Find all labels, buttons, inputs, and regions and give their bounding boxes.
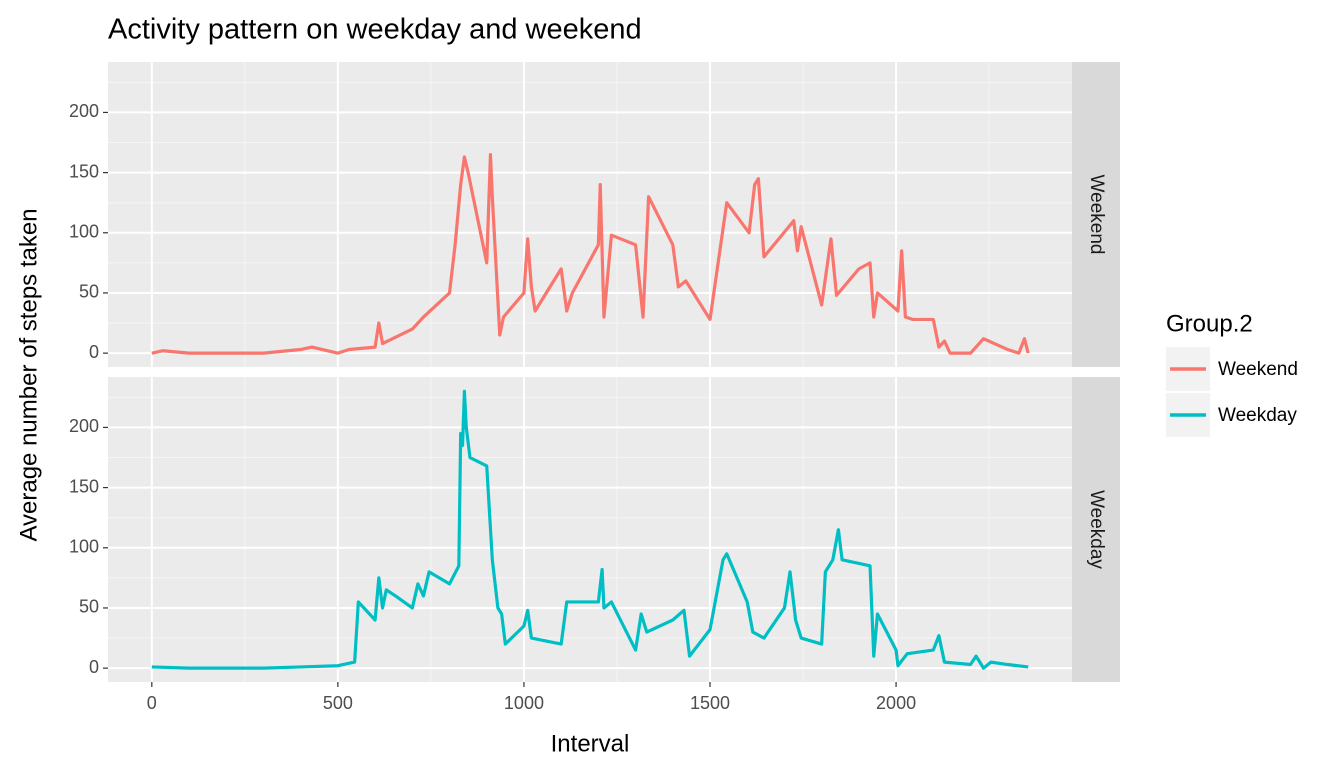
y-tick-label: 0 — [89, 657, 99, 677]
series-line — [151, 389, 1029, 670]
x-tick-label: 0 — [147, 693, 157, 713]
y-tick-label: 50 — [79, 597, 99, 617]
y-tick-label: 200 — [69, 101, 99, 121]
facet-strip — [1072, 62, 1120, 367]
y-tick-label: 100 — [69, 537, 99, 557]
legend-label: Weekday — [1218, 405, 1297, 426]
y-tick-label: 100 — [69, 222, 99, 242]
y-axis-label: Average number of steps taken — [15, 208, 42, 541]
legend-label: Weekend — [1218, 359, 1298, 380]
y-tick-label: 150 — [69, 476, 99, 496]
panel-background — [108, 62, 1072, 367]
x-tick-label: 500 — [323, 693, 353, 713]
series-line — [151, 152, 1030, 355]
y-tick-label: 200 — [69, 416, 99, 436]
x-tick-label: 1000 — [504, 693, 544, 713]
y-tick-label: 0 — [89, 342, 99, 362]
x-axis-label: Interval — [551, 730, 630, 757]
x-tick-label: 1500 — [690, 693, 730, 713]
legend-title: Group.2 — [1166, 310, 1253, 337]
x-tick-label: 2000 — [876, 693, 916, 713]
chart-title: Activity pattern on weekday and weekend — [108, 14, 642, 46]
facet-strip — [1072, 377, 1120, 682]
panel-background — [108, 377, 1072, 682]
facet-label: Weekday — [1086, 490, 1107, 569]
facet-label: Weekend — [1086, 175, 1107, 255]
y-tick-label: 50 — [79, 282, 99, 302]
y-tick-label: 150 — [69, 161, 99, 181]
